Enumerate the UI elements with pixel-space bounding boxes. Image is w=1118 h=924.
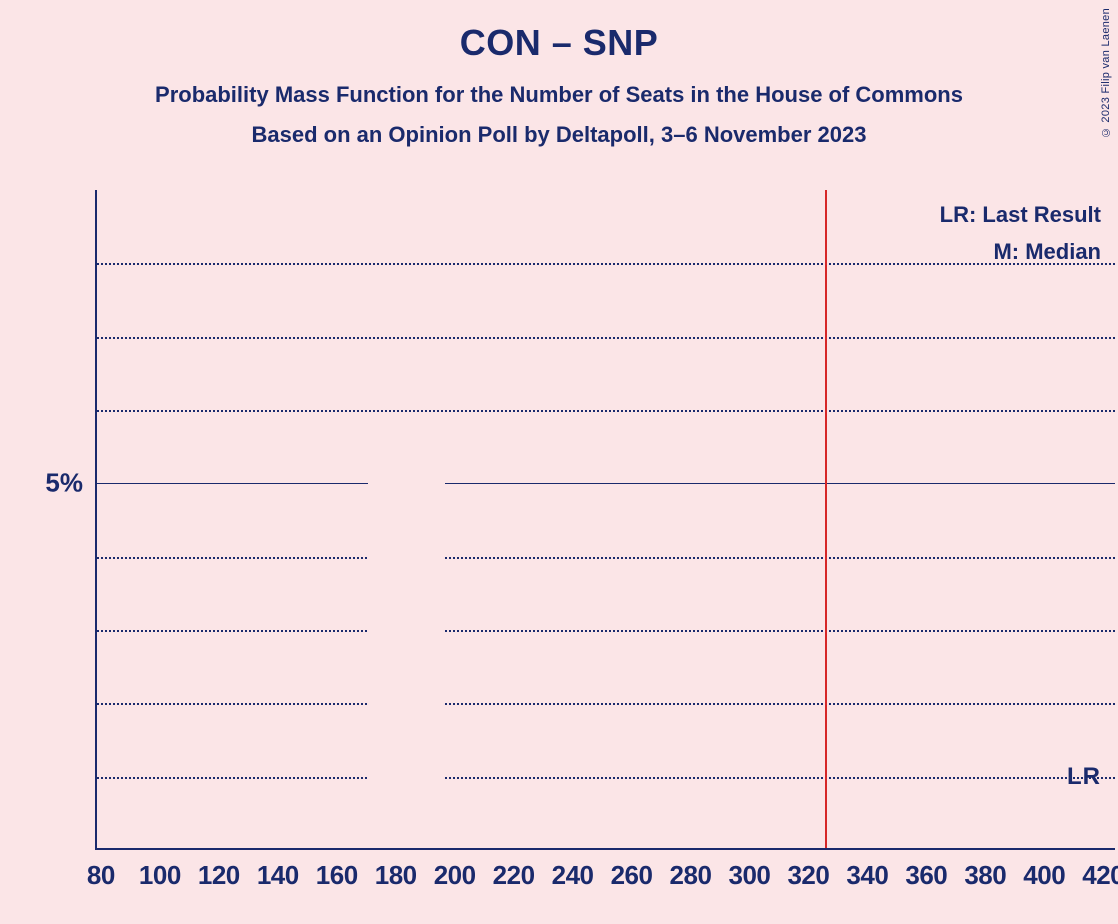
x-axis-tick-label: 100: [139, 860, 181, 891]
x-axis-tick-label: 400: [1023, 860, 1065, 891]
legend: LR: Last ResultM: Median: [940, 196, 1101, 271]
chart-subtitle-2: Based on an Opinion Poll by Deltapoll, 3…: [0, 122, 1118, 148]
x-axis-tick-label: 80: [87, 860, 115, 891]
x-axis-tick-label: 140: [257, 860, 299, 891]
x-axis-tick-label: 240: [552, 860, 594, 891]
grid-gap-mask: [368, 700, 445, 706]
grid-gap-mask: [368, 627, 445, 633]
gridline-minor: [97, 777, 1115, 779]
x-axis-labels: 8010012014016018020022024026028030032034…: [95, 860, 1115, 900]
gridline-major: [97, 483, 1115, 484]
gridline-minor: [97, 337, 1115, 339]
grid-gap-mask: [368, 554, 445, 560]
chart-title: CON – SNP: [0, 0, 1118, 64]
plot-area: LR: Last ResultM: Median 5%LR: [95, 190, 1115, 850]
gridline-minor: [97, 263, 1115, 265]
chart-subtitle-1: Probability Mass Function for the Number…: [0, 82, 1118, 108]
x-axis-tick-label: 360: [905, 860, 947, 891]
gridline-minor: [97, 410, 1115, 412]
y-axis-tick-label: 5%: [45, 468, 83, 499]
lr-marker-label: LR: [1067, 763, 1101, 791]
x-axis-tick-label: 340: [846, 860, 888, 891]
x-axis-tick-label: 380: [964, 860, 1006, 891]
x-axis-tick-label: 220: [493, 860, 535, 891]
gridline-minor: [97, 630, 1115, 632]
x-axis-tick-label: 160: [316, 860, 358, 891]
legend-line: LR: Last Result: [940, 196, 1101, 233]
grid-gap-mask: [368, 774, 445, 780]
x-axis-tick-label: 120: [198, 860, 240, 891]
grid-gap-mask: [368, 480, 445, 486]
x-axis-tick-label: 420: [1082, 860, 1118, 891]
x-axis-tick-label: 180: [375, 860, 417, 891]
x-axis-tick-label: 200: [434, 860, 476, 891]
x-axis-tick-label: 300: [728, 860, 770, 891]
x-axis-tick-label: 320: [787, 860, 829, 891]
x-axis-tick-label: 260: [611, 860, 653, 891]
copyright-text: © 2023 Filip van Laenen: [1100, 8, 1112, 138]
last-result-vline: [825, 190, 827, 848]
x-axis-tick-label: 280: [670, 860, 712, 891]
gridline-minor: [97, 557, 1115, 559]
gridline-minor: [97, 703, 1115, 705]
